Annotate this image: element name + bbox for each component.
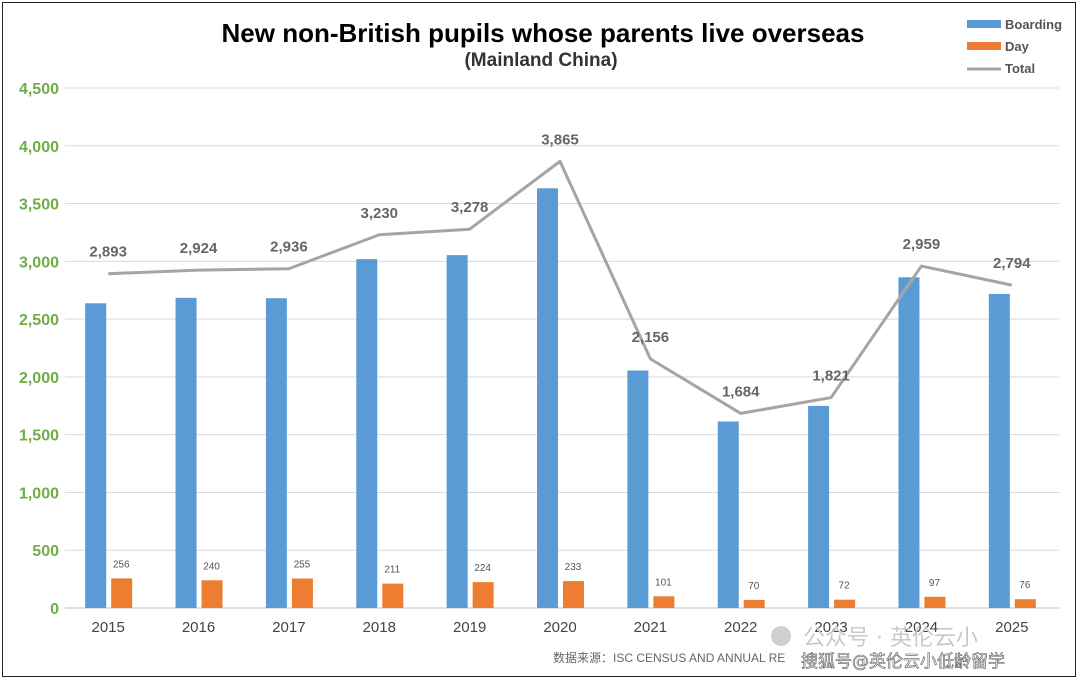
data-label-total: 3,230: [360, 205, 398, 222]
chart-svg: New non-British pupils whose parents liv…: [19, 17, 1062, 672]
bar-day: [653, 596, 675, 608]
y-tick-label: 2,500: [19, 312, 59, 329]
bar-boarding: [537, 188, 558, 608]
data-label-day: 72: [839, 581, 851, 592]
bar-day: [111, 578, 133, 608]
legend-swatch-boarding: [967, 20, 1001, 28]
bar-boarding: [808, 405, 830, 608]
data-label-day: 211: [384, 565, 400, 576]
data-label-total: 2,959: [903, 236, 941, 253]
day-series: 256 240 255 211 224 233 101 70 72 97 76: [111, 559, 1036, 608]
data-label-total: 2,893: [89, 244, 127, 261]
bar-boarding: [356, 259, 378, 608]
bar-day: [1014, 599, 1036, 608]
y-tick-label: 4,000: [19, 139, 59, 156]
y-tick-label: 0: [50, 601, 59, 618]
data-label-day: 233: [565, 562, 582, 573]
data-label-total: 2,936: [270, 239, 308, 256]
bar-day: [834, 599, 856, 608]
y-tick-label: 1,000: [19, 485, 59, 502]
data-label-day: 97: [929, 578, 941, 589]
data-label-total: 2,924: [180, 240, 218, 257]
y-tick-label: 1,500: [19, 428, 59, 445]
bar-day: [924, 596, 946, 608]
bar-day: [291, 578, 313, 608]
x-tick-label: 2016: [182, 619, 215, 636]
legend: Boarding Day Total: [967, 17, 1062, 76]
data-label-day: 70: [748, 581, 760, 592]
data-label-total: 2,156: [632, 329, 670, 346]
data-label-day: 255: [294, 560, 311, 571]
y-tick-label: 2,000: [19, 370, 59, 387]
x-tick-label: 2020: [543, 619, 576, 636]
data-label-total: 3,865: [541, 131, 579, 148]
bar-boarding: [175, 297, 197, 608]
chart-subtitle: (Mainland China): [464, 50, 617, 71]
x-tick-label: 2023: [814, 619, 847, 636]
boarding-series: [85, 188, 1010, 609]
wechat-icon: [771, 626, 791, 646]
gridlines: [65, 87, 1059, 609]
legend-label-total: Total: [1005, 61, 1035, 76]
y-tick-label: 500: [32, 543, 59, 560]
data-label-total: 2,794: [993, 255, 1031, 272]
data-label-day: 240: [203, 561, 220, 572]
bar-day: [472, 582, 494, 608]
bar-day: [743, 599, 765, 608]
x-tick-label: 2025: [995, 619, 1028, 636]
x-tick-label: 2021: [634, 619, 667, 636]
bar-boarding: [898, 277, 920, 608]
x-axis: 2015 2016 2017 2018 2019 2020 2021 2022 2023 2024…: [91, 619, 1028, 636]
bar-day: [201, 580, 223, 608]
y-axis: 0 500 1,000 1,500 2,000 2,500 3,000 3,500 4,000 4…: [19, 81, 59, 618]
data-label-day: 101: [655, 577, 672, 588]
y-tick-label: 3,500: [19, 197, 59, 214]
source-note: 数据来源：ISC CENSUS AND ANNUAL RE: [553, 650, 785, 665]
watermark: 公众号 · 英伦云小 搜狐号@英伦云小低龄留学: [771, 626, 1005, 672]
bar-boarding: [717, 421, 739, 608]
legend-label-boarding: Boarding: [1005, 17, 1062, 32]
data-label-total: 1,821: [812, 368, 850, 385]
bar-boarding: [627, 370, 649, 608]
watermark-line1: 公众号 · 英伦云小: [803, 626, 978, 651]
bar-boarding: [85, 303, 107, 608]
data-label-total: 1,684: [722, 383, 760, 400]
chart-title: New non-British pupils whose parents liv…: [222, 18, 865, 48]
bar-day: [382, 583, 404, 608]
total-series: 2,893 2,924 2,936 3,230 3,278 3,865 2,156 1,684…: [89, 131, 1031, 415]
y-tick-label: 4,500: [19, 81, 59, 98]
line-total: [108, 159, 1013, 415]
x-tick-label: 2022: [724, 619, 757, 636]
data-label-total: 3,278: [451, 199, 489, 216]
data-label-day: 256: [113, 559, 130, 570]
x-tick-label: 2017: [272, 619, 305, 636]
x-tick-label: 2018: [363, 619, 396, 636]
data-label-day: 224: [474, 563, 491, 574]
watermark-line2: 搜狐号@英伦云小低龄留学: [801, 652, 1005, 672]
x-tick-label: 2015: [91, 619, 124, 636]
bar-boarding: [988, 293, 1010, 608]
data-label-day: 76: [1019, 580, 1031, 591]
bar-boarding: [446, 255, 468, 609]
bar-boarding: [265, 298, 287, 608]
legend-swatch-day: [967, 42, 1001, 50]
legend-label-day: Day: [1005, 39, 1030, 54]
y-tick-label: 3,000: [19, 254, 59, 271]
bar-day: [563, 581, 584, 608]
x-tick-label: 2024: [905, 619, 938, 636]
x-tick-label: 2019: [453, 619, 486, 636]
